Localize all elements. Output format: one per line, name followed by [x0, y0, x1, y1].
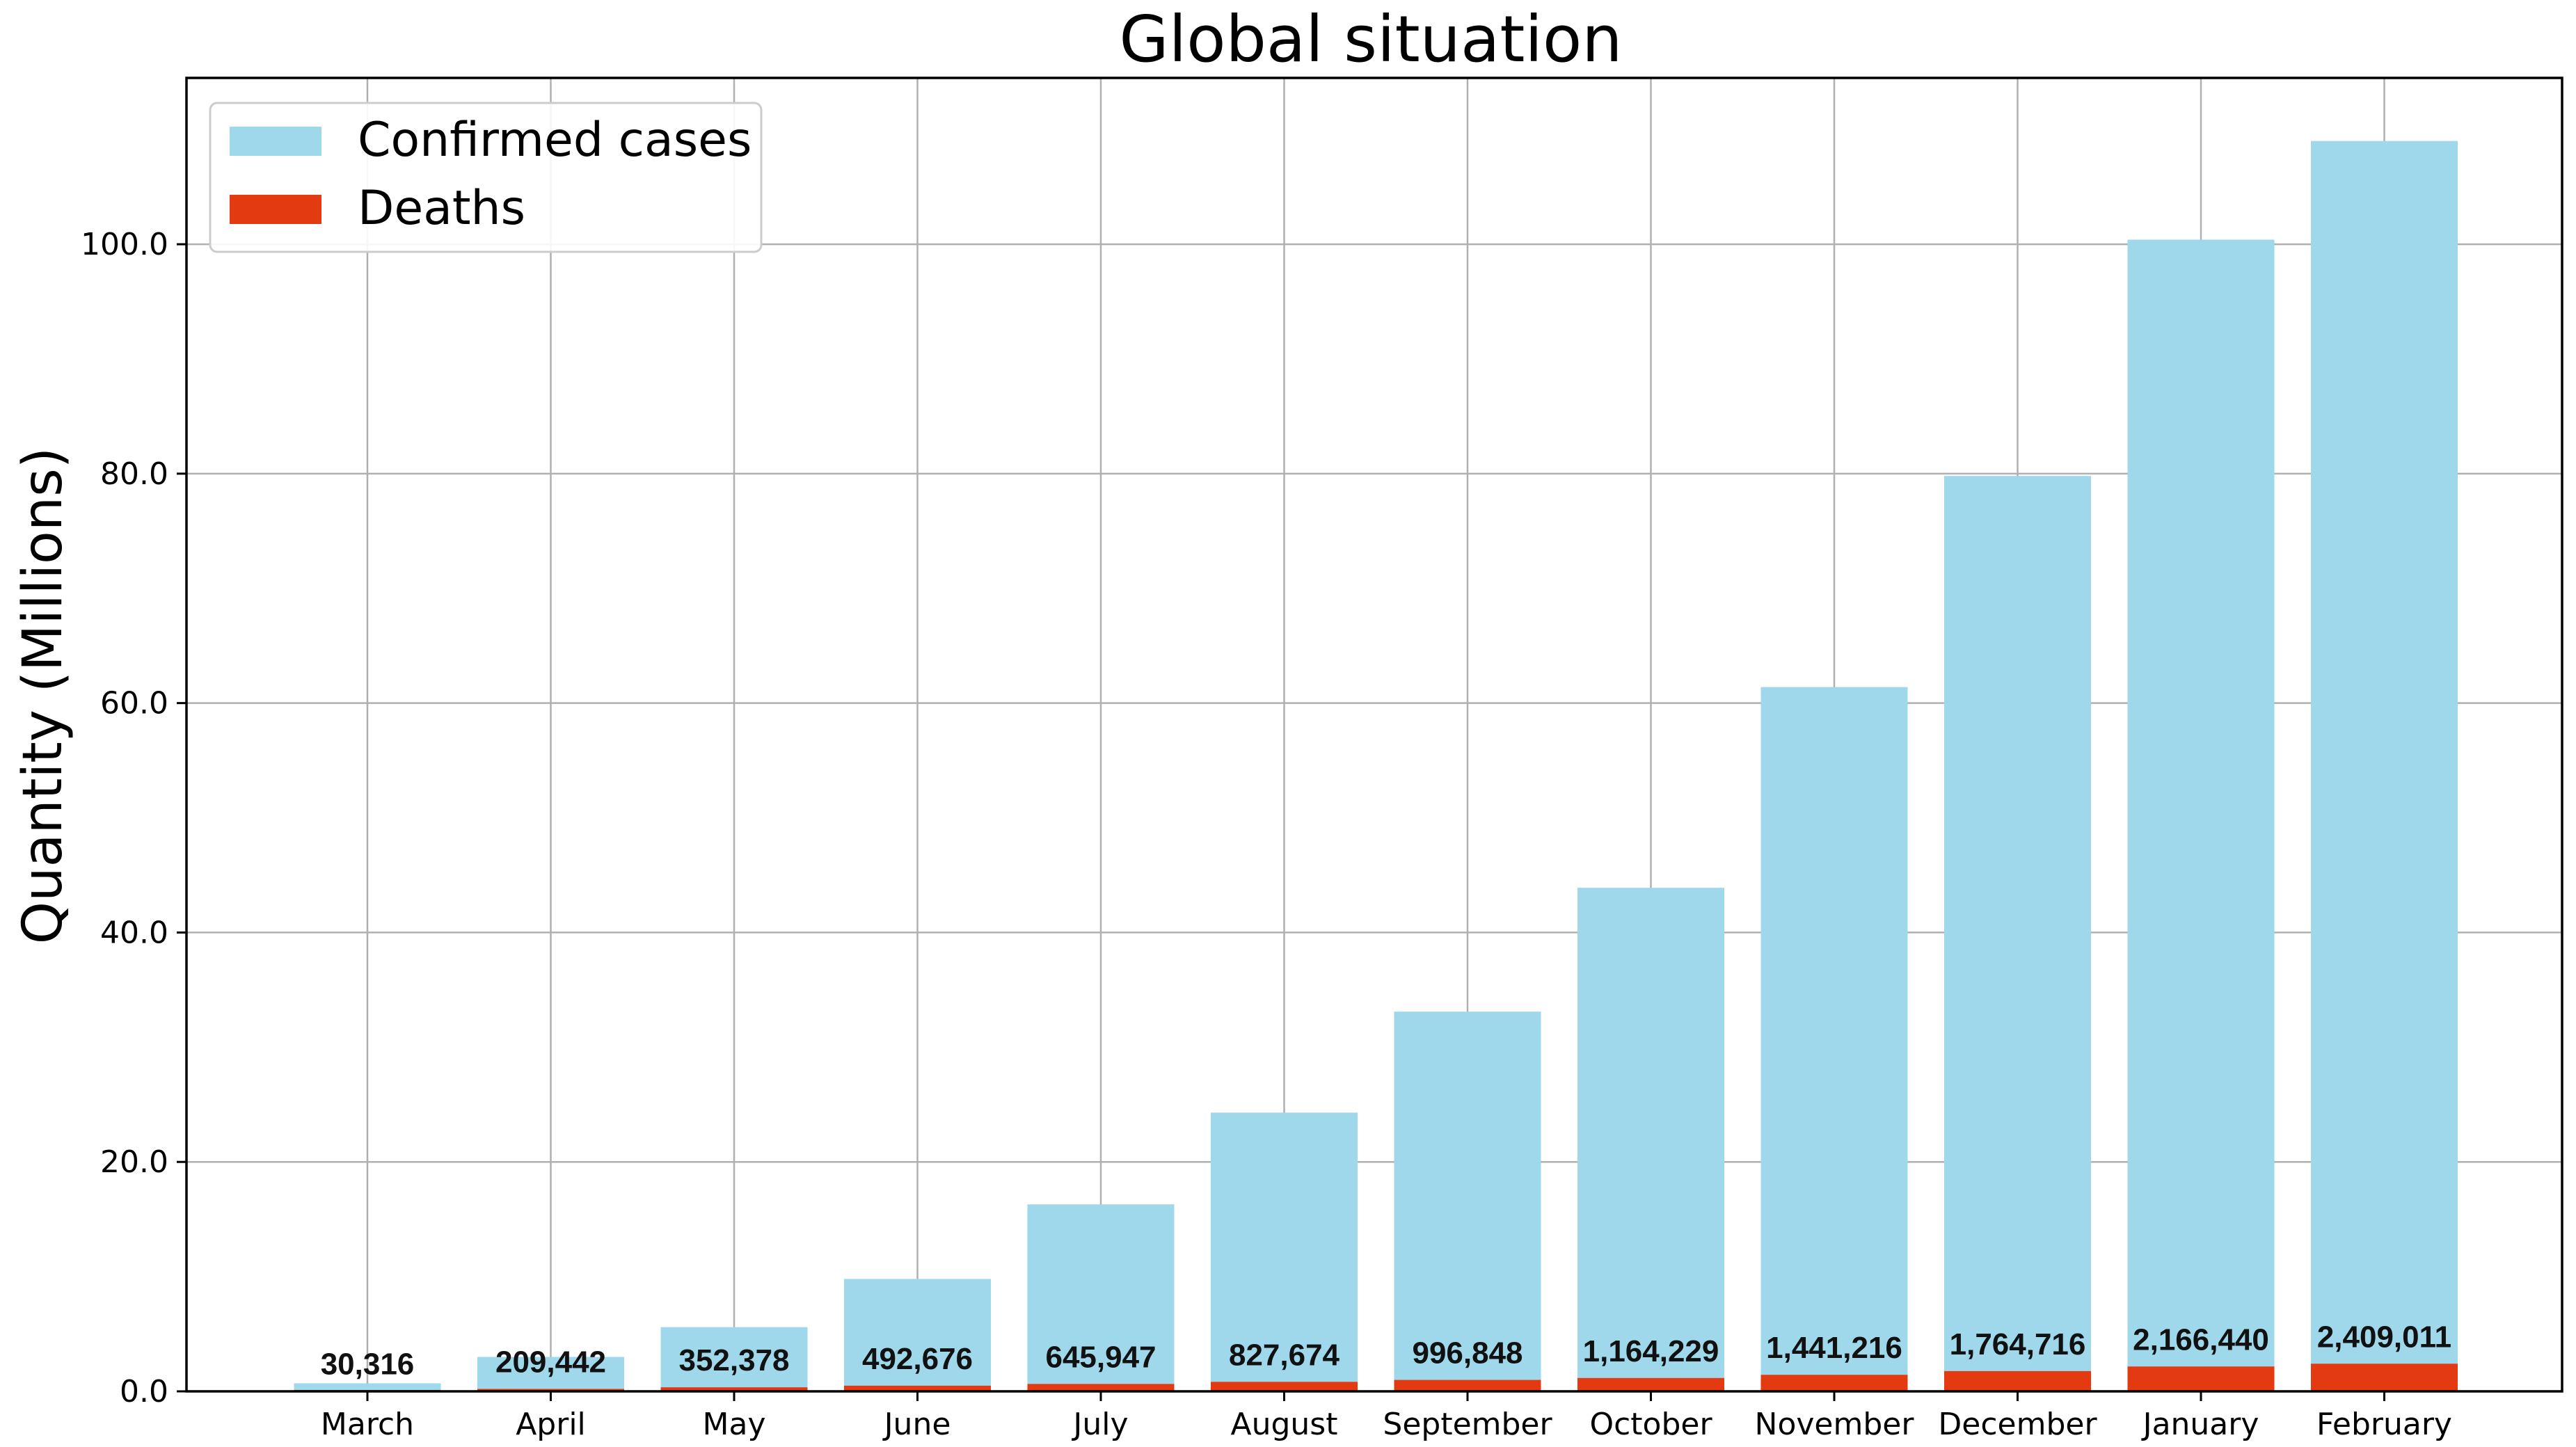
bar-deaths-september	[1394, 1380, 1541, 1391]
bar-confirmed-march	[294, 1383, 441, 1391]
x-tick-label-july: July	[1071, 1407, 1128, 1442]
plot-frame	[185, 77, 2563, 1393]
data-label-november: 1,441,216	[1766, 1331, 1902, 1365]
bar-confirmed-december	[1944, 476, 2091, 1392]
y-tick-label: 100.0	[81, 227, 168, 262]
legend-swatch-deaths	[230, 195, 321, 224]
x-tick-label-june: June	[882, 1407, 951, 1442]
data-label-february: 2,409,011	[2317, 1320, 2451, 1354]
data-label-october: 1,164,229	[1583, 1334, 1719, 1368]
y-tick-label: 20.0	[100, 1144, 168, 1180]
y-tick-label: 0.0	[120, 1374, 168, 1409]
x-tick-label-october: October	[1589, 1407, 1712, 1442]
x-tick-label-may: May	[703, 1407, 766, 1442]
data-label-may: 352,378	[678, 1343, 789, 1377]
legend: Confirmed cases Deaths	[209, 102, 763, 253]
legend-swatch-confirmed	[230, 127, 321, 156]
x-tick-label-august: August	[1231, 1407, 1338, 1442]
data-label-september: 996,848	[1412, 1336, 1522, 1370]
legend-box	[209, 102, 763, 253]
bar-deaths-january	[2127, 1366, 2275, 1391]
bar-confirmed-august	[1211, 1112, 1358, 1391]
data-label-april: 209,442	[495, 1345, 606, 1380]
bar-confirmed-september	[1394, 1012, 1541, 1391]
bar-confirmed-october	[1577, 888, 1724, 1391]
data-label-december: 1,764,716	[1950, 1327, 2086, 1361]
bar-confirmed-july	[1027, 1204, 1175, 1391]
bar-confirmed-january	[2127, 239, 2275, 1391]
y-axis-label: Quantity (Millions)	[12, 447, 74, 945]
bar-deaths-may	[660, 1387, 808, 1391]
bar-deaths-february	[2311, 1364, 2458, 1391]
data-label-august: 827,674	[1229, 1338, 1340, 1372]
bar-deaths-july	[1027, 1384, 1175, 1391]
bar-confirmed-june	[844, 1279, 991, 1391]
legend-label-deaths: Deaths	[358, 181, 525, 236]
data-label-june: 492,676	[862, 1342, 973, 1376]
bars-layer	[294, 141, 2458, 1392]
x-tick-label-january: January	[2141, 1407, 2259, 1442]
bar-deaths-august	[1211, 1382, 1358, 1391]
y-tick-label: 40.0	[100, 915, 168, 950]
y-tick-label: 60.0	[100, 686, 168, 721]
x-tick-label-december: December	[1938, 1407, 2097, 1442]
ticks-layer: 0.0 20.0 40.0 60.0 80.0 100.0 March April May Jun…	[81, 227, 2452, 1442]
bar-confirmed-february	[2311, 141, 2458, 1392]
x-tick-label-february: February	[2316, 1407, 2452, 1442]
bar-confirmed-april	[477, 1357, 624, 1391]
bar-confirmed-november	[1760, 687, 1908, 1391]
data-labels-layer: 30,316 209,442 352,378 492,676 645,947 827,67…	[321, 1320, 2451, 1381]
data-label-july: 645,947	[1045, 1340, 1156, 1374]
data-label-january: 2,166,440	[2133, 1322, 2269, 1357]
bar-deaths-june	[844, 1385, 991, 1391]
bar-deaths-december	[1944, 1370, 2091, 1391]
x-tick-label-september: September	[1383, 1407, 1552, 1442]
y-tick-label: 80.0	[100, 456, 168, 492]
x-tick-label-november: November	[1755, 1407, 1915, 1442]
axes-layer	[185, 77, 2563, 1393]
bar-deaths-november	[1760, 1375, 1908, 1391]
legend-label-confirmed: Confirmed cases	[358, 113, 752, 168]
data-label-march: 30,316	[321, 1348, 415, 1382]
bar-deaths-october	[1577, 1377, 1724, 1391]
chart-title: Global situation	[1119, 2, 1622, 77]
x-tick-label-march: March	[321, 1407, 414, 1442]
bar-confirmed-may	[660, 1327, 808, 1391]
x-tick-label-april: April	[516, 1407, 586, 1442]
